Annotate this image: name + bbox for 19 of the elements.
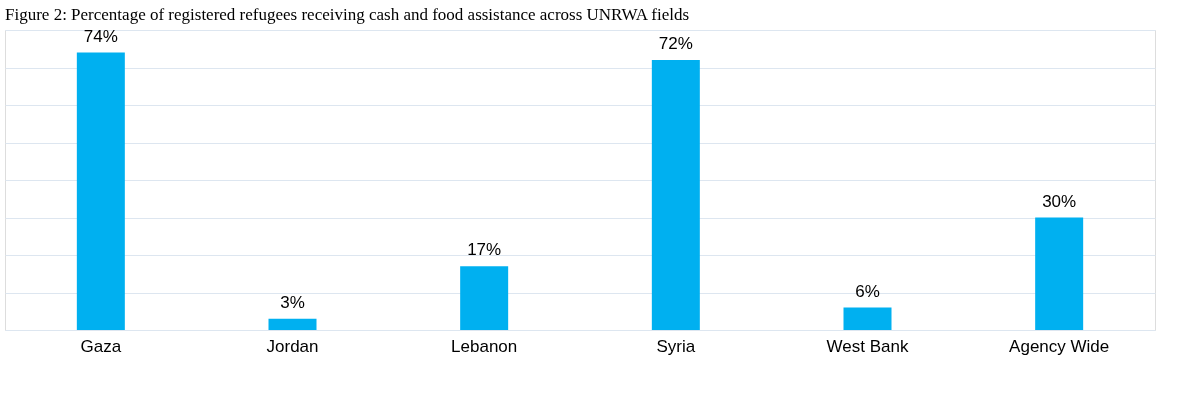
bar	[76, 52, 125, 330]
x-tick-label: Jordan	[266, 336, 319, 356]
bar	[1035, 217, 1084, 330]
x-tick-label: Syria	[656, 336, 696, 356]
data-label: 3%	[280, 292, 305, 312]
data-label: 30%	[1042, 191, 1077, 211]
x-tick-label: Agency Wide	[1009, 336, 1110, 356]
bar	[651, 60, 700, 330]
bar	[843, 307, 892, 330]
data-label: 74%	[83, 26, 118, 46]
chart-title: Figure 2: Percentage of registered refugees receiving cash and food assistance across UNRWA fields	[5, 4, 690, 24]
data-label: 72%	[658, 34, 693, 53]
data-label: 6%	[855, 281, 880, 301]
bar	[460, 266, 509, 330]
x-tick-label: West Bank	[826, 336, 909, 356]
data-label: 17%	[467, 240, 502, 260]
x-tick-label: Gaza	[80, 336, 122, 356]
bar	[268, 318, 317, 330]
x-tick-label: Lebanon	[451, 336, 518, 356]
